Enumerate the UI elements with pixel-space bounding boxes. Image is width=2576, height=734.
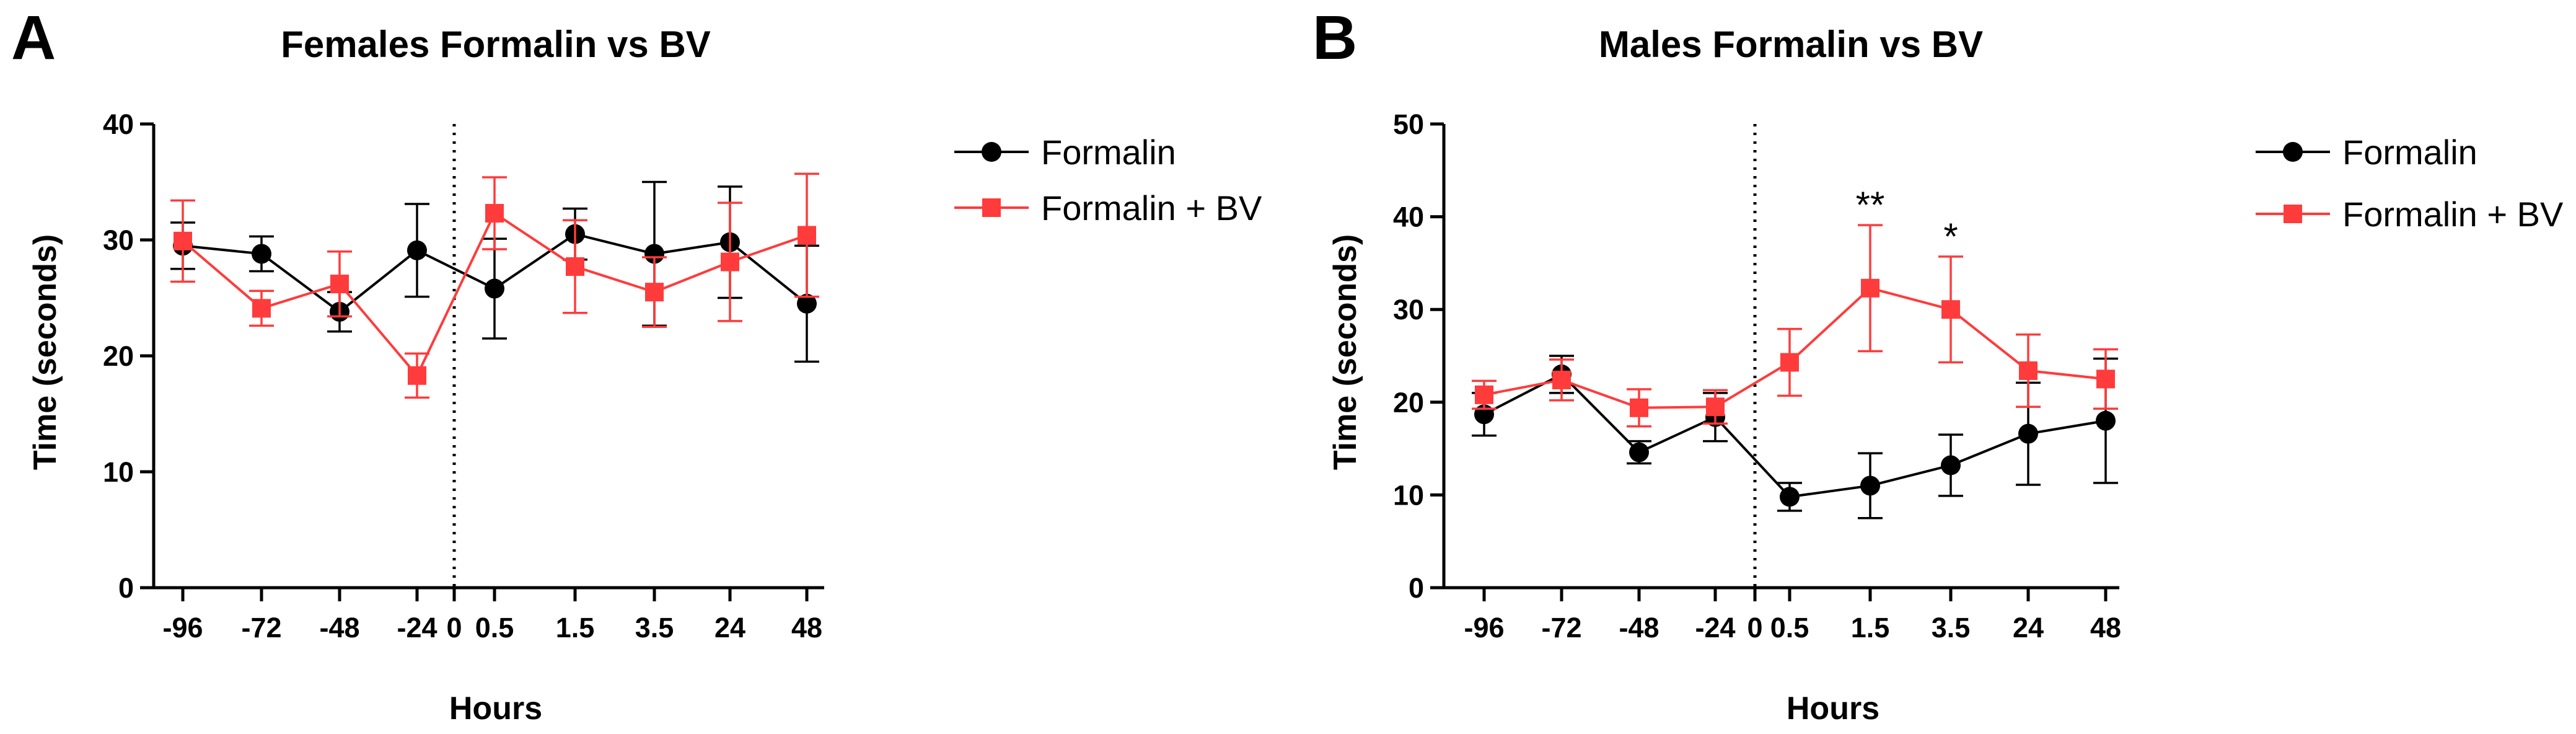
panel-b-title: Males Formalin vs BV bbox=[1599, 24, 1983, 65]
panel-b-formalin-point bbox=[2096, 410, 2116, 431]
panel-b-x-tick-label: -72 bbox=[1541, 612, 1581, 643]
panel-b-x-tick-label: 24 bbox=[2013, 612, 2044, 643]
panel-b-x-tick-label: -48 bbox=[1619, 612, 1659, 643]
panel-b-formalin-bv-point bbox=[1780, 353, 1799, 372]
panel-a-legend-label: Formalin bbox=[1041, 133, 1176, 172]
panel-b-y-tick-label: 30 bbox=[1393, 294, 1424, 325]
panel-a-x-tick-label: 48 bbox=[791, 612, 822, 643]
panel-b-x-tick-label: 48 bbox=[2090, 612, 2121, 643]
panel-a-formalin-bv-point bbox=[174, 231, 192, 250]
panel-b-formalin-bv-point bbox=[1630, 398, 1648, 417]
panel-b-legend-marker bbox=[2283, 142, 2303, 162]
panel-b-legend-marker bbox=[2284, 205, 2302, 223]
panel-a-x-tick-label: -72 bbox=[241, 612, 281, 643]
panel-b-plot: 0 10 20 30 40 50 -96 -72 -48 -24 0 0.5 1.5 3.5 24 48 For… bbox=[1393, 108, 2564, 643]
panel-a-y-tick-label: 20 bbox=[103, 340, 134, 372]
panel-b-y-axis-label: Time (seconds) bbox=[1327, 234, 1363, 470]
panel-b-formalin-point bbox=[1941, 455, 1961, 475]
panel-a-legend-marker bbox=[982, 198, 1001, 217]
panel-a-x-tick-label: -96 bbox=[162, 612, 203, 643]
panel-a-formalin-bv-point bbox=[330, 275, 349, 294]
panel-a-formalin-point bbox=[797, 293, 817, 314]
panel-a-formalin-point bbox=[485, 278, 504, 299]
panel-b-y-tick-label: 10 bbox=[1393, 479, 1424, 511]
panel-a-formalin-point bbox=[252, 244, 271, 264]
panel-b-x-tick-label: -24 bbox=[1695, 612, 1735, 643]
panel-b-letter: B bbox=[1312, 3, 1357, 73]
panel-a-formalin-bv-point bbox=[252, 299, 271, 318]
panel-a-letter: A bbox=[11, 3, 56, 73]
panel-b-x-tick-label: 1.5 bbox=[1851, 612, 1890, 643]
panel-a-x-tick-label: 3.5 bbox=[635, 612, 674, 643]
panel-b-y-tick-label: 50 bbox=[1393, 108, 1424, 140]
panel-a-formalin-bv-point bbox=[645, 283, 664, 302]
panel-b-x-tick-label: 0.5 bbox=[1770, 612, 1809, 643]
panel-a-y-tick-label: 0 bbox=[118, 572, 134, 604]
panel-b-formalin-bv-point bbox=[1475, 385, 1493, 404]
panel-a-y-tick-label: 10 bbox=[103, 456, 134, 488]
panel-a-formalin-bv-point bbox=[798, 226, 816, 245]
panel-a-formalin-bv-point bbox=[485, 203, 504, 223]
panel-a-x-tick-label: -24 bbox=[397, 612, 437, 643]
panel-a-legend-marker bbox=[982, 142, 1001, 162]
panel-b-formalin-bv-point bbox=[1706, 397, 1725, 417]
panel-b-x-tick-label: 3.5 bbox=[1932, 612, 1971, 643]
panel-b-x-tick-label: 0 bbox=[1747, 612, 1762, 643]
panel-b-formalin-line bbox=[1484, 373, 2106, 498]
panel-a-x-axis-label: Hours bbox=[449, 691, 542, 727]
panel-b-formalin-point bbox=[1860, 475, 1880, 496]
panel-b-formalin-bv-point bbox=[1552, 370, 1571, 389]
panel-a-formalin-point bbox=[407, 240, 427, 260]
panel-b-formalin-bv-point bbox=[2096, 369, 2115, 389]
panel-b-formalin-point bbox=[1780, 487, 1800, 507]
panel-b-formalin-bv-point bbox=[1861, 278, 1879, 298]
panel-b-formalin-point bbox=[2018, 423, 2038, 444]
panel-a-formalin-bv-point bbox=[566, 257, 584, 276]
panel-a-formalin-bv-point bbox=[408, 366, 426, 385]
panel-b-legend-label: Formalin + BV bbox=[2342, 195, 2564, 234]
panel-a-formalin-bv-point bbox=[721, 252, 739, 272]
panel-a-legend-label: Formalin + BV bbox=[1041, 188, 1262, 228]
panel-a-title: Females Formalin vs BV bbox=[281, 24, 711, 65]
panel-a-formalin-point bbox=[644, 244, 664, 264]
panel-a-x-tick-label: 0 bbox=[446, 612, 462, 643]
panel-a-plot: 0 10 20 30 40 -96 -72 -48 -24 0 0.5 1.5 3.5 24 48 Forma… bbox=[103, 108, 1262, 643]
panel-a-y-axis-label: Time (seconds) bbox=[27, 234, 63, 470]
panel-b-formalin-bv-point bbox=[1941, 300, 1960, 319]
panel-a-x-tick-label: 1.5 bbox=[556, 612, 595, 643]
panel-b-legend-label: Formalin bbox=[2342, 133, 2477, 172]
panel-b-y-tick-label: 0 bbox=[1409, 572, 1424, 604]
panel-a-x-tick-label: 24 bbox=[714, 612, 745, 643]
panel-b-formalin-point bbox=[1629, 442, 1649, 462]
panel-b-formalin-bv-point bbox=[2019, 361, 2038, 380]
panel-b-x-tick-label: -96 bbox=[1464, 612, 1504, 643]
panel-a-x-tick-label: 0.5 bbox=[475, 612, 514, 643]
panel-a-y-tick-label: 30 bbox=[103, 224, 134, 256]
panel-a-x-tick-label: -48 bbox=[319, 612, 359, 643]
panel-b-y-tick-label: 40 bbox=[1393, 201, 1424, 233]
panel-b-significance-marker: ** bbox=[1856, 184, 1885, 226]
panel-a-y-tick-label: 40 bbox=[103, 108, 134, 140]
panel-b-significance-marker: * bbox=[1943, 216, 1958, 257]
panel-b-x-axis-label: Hours bbox=[1787, 691, 1879, 727]
panel-b-y-tick-label: 20 bbox=[1393, 387, 1424, 418]
